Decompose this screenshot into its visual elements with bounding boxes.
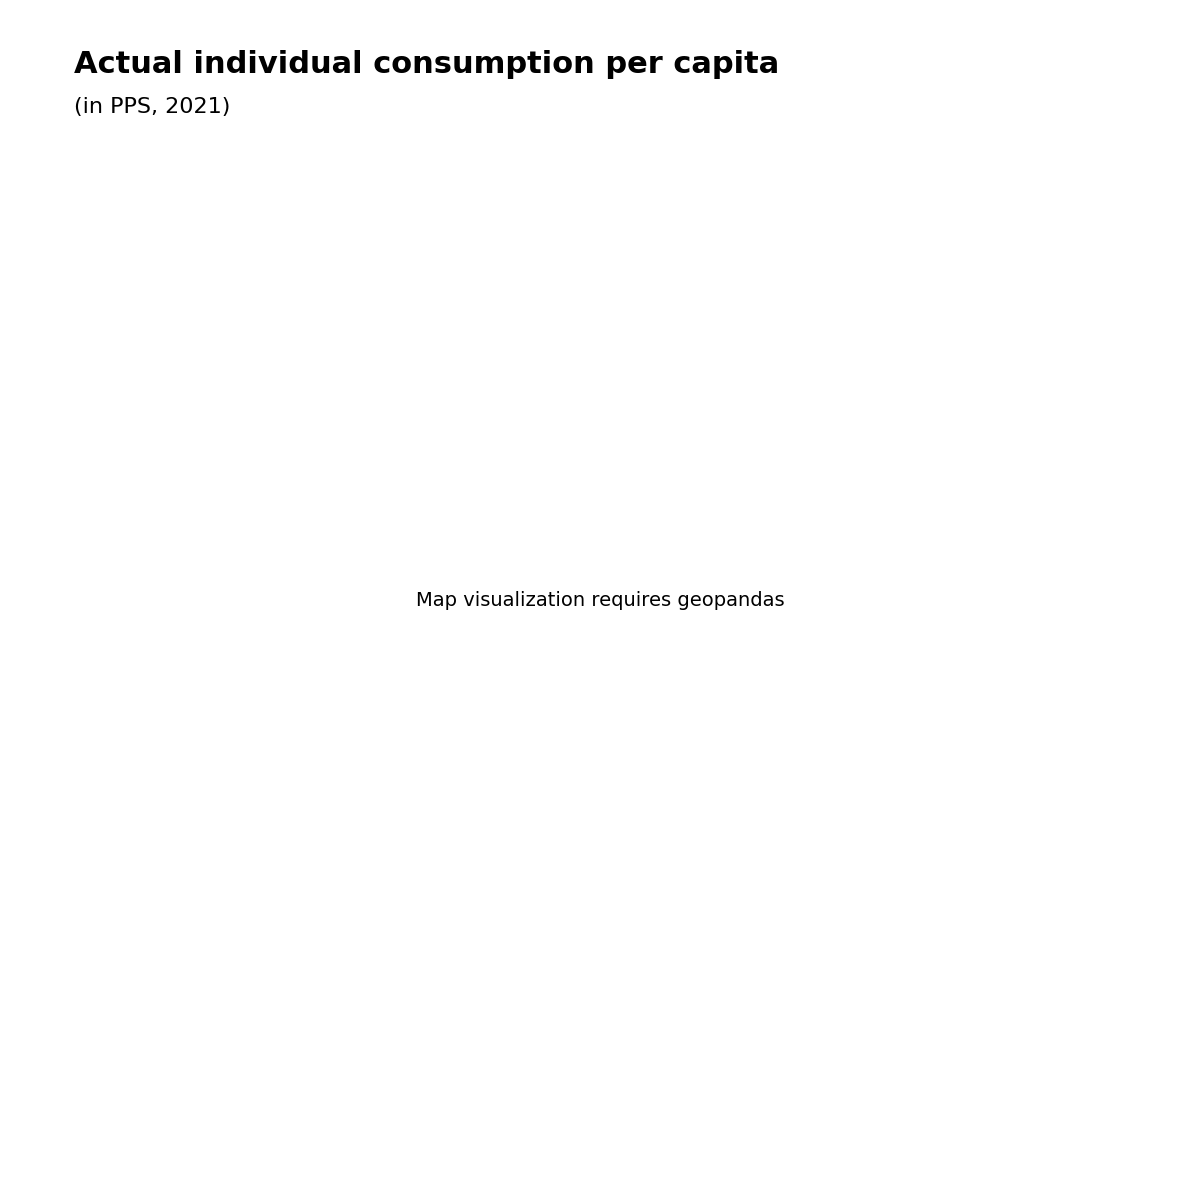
Text: Map visualization requires geopandas: Map visualization requires geopandas — [415, 590, 785, 610]
Text: (in PPS, 2021): (in PPS, 2021) — [73, 97, 230, 116]
Text: Actual individual consumption per capita: Actual individual consumption per capita — [73, 50, 779, 79]
